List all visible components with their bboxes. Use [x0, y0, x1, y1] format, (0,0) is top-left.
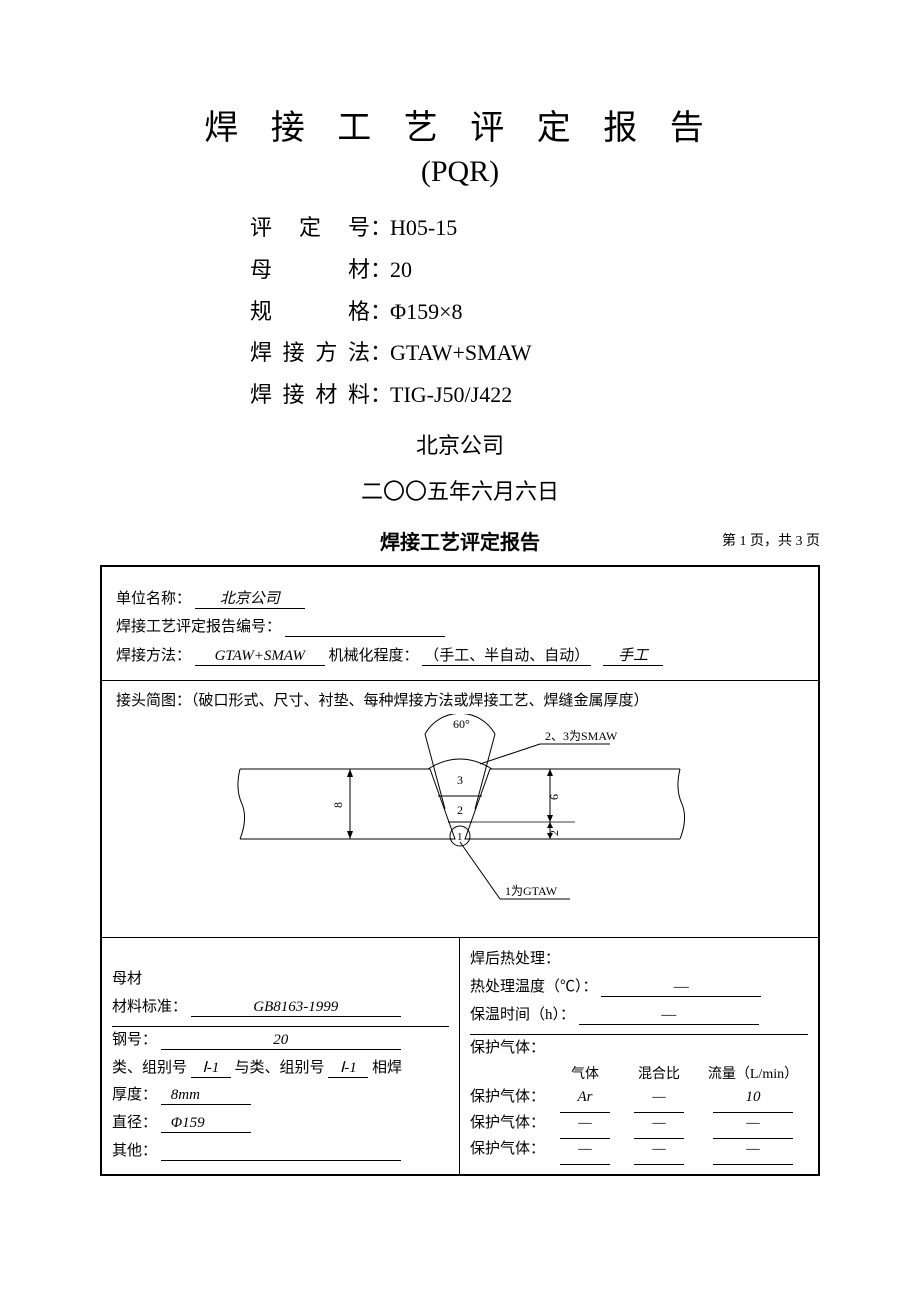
- dim-left: 8: [331, 802, 345, 808]
- other-value: [161, 1142, 401, 1161]
- class-val2: Ⅰ-1: [328, 1059, 368, 1078]
- right-column: 焊后热处理： 热处理温度（℃）： — 保温时间（h）： — 保护气体： 保护气体…: [460, 938, 818, 1173]
- gas2-flow: —: [713, 1110, 793, 1139]
- gas-row2-label: 保护气体：: [470, 1110, 546, 1136]
- angle-label: 60°: [453, 717, 470, 731]
- gas-head-flow: 流量（L/min）: [698, 1062, 808, 1084]
- pass-3: 3: [457, 773, 463, 787]
- info-block: 单位名称： 北京公司 焊接工艺评定报告编号： 焊接方法： GTAW+SMAW 机…: [102, 567, 818, 682]
- pass-2: 2: [457, 803, 463, 817]
- gas-head-mix: 混合比: [624, 1062, 694, 1084]
- grade-value: 20: [161, 1031, 401, 1050]
- bm-title: 母材: [112, 966, 449, 994]
- gas3-gas: —: [560, 1136, 610, 1165]
- title-sub: (PQR): [100, 155, 820, 189]
- class-val1: Ⅰ-1: [191, 1059, 231, 1078]
- gas3-mix: —: [634, 1136, 684, 1165]
- class-mid: 与类、组别号: [235, 1060, 325, 1076]
- report-date: 二〇〇五年六月六日: [100, 474, 820, 506]
- main-table: 单位名称： 北京公司 焊接工艺评定报告编号： 焊接方法： GTAW+SMAW 机…: [100, 565, 820, 1176]
- dim-r2: 6: [547, 794, 561, 800]
- thick-value: 8mm: [161, 1086, 251, 1105]
- gas-title: 保护气体：: [470, 1035, 808, 1063]
- joint-diagram: 60° 2、3为SMAW 3 2 1: [180, 714, 740, 924]
- company-name: 北京公司: [100, 428, 820, 460]
- gas-row1-label: 保护气体：: [470, 1084, 546, 1110]
- dim-r1: 2: [547, 830, 561, 836]
- hold-label: 保温时间（h）：: [470, 1007, 575, 1023]
- grade-label: 钢号：: [112, 1032, 157, 1048]
- diagram-block: 接头简图：（破口形式、尺寸、衬垫、每种焊接方法或焊接工艺、焊缝金属厚度） 60°…: [102, 681, 818, 938]
- weld-method-label: 焊接方法：: [116, 648, 191, 664]
- mech-hint: （手工、半自动、自动）: [422, 647, 591, 666]
- dia-value: Φ159: [161, 1114, 251, 1133]
- mech-label: 机械化程度：: [329, 648, 419, 664]
- header-block: 评 定 号 ： H05-15 母 材 ： 20 规 格 ： Φ159×8 焊接方…: [250, 207, 670, 416]
- base-metal-label: 母 材: [250, 249, 370, 291]
- spec-value: Φ159×8: [390, 291, 463, 333]
- section-title: 焊接工艺评定报告 第 1 页，共 3 页: [100, 526, 820, 555]
- gas1-flow: 10: [713, 1084, 793, 1113]
- gas-row3-label: 保护气体：: [470, 1136, 546, 1162]
- diagram-caption: 接头简图：（破口形式、尺寸、衬垫、每种焊接方法或焊接工艺、焊缝金属厚度）: [116, 689, 804, 710]
- material-label: 焊接材料: [250, 374, 370, 416]
- title-main: 焊 接 工 艺 评 定 报 告: [100, 100, 820, 149]
- page-info: 第 1 页，共 3 页: [722, 530, 820, 550]
- dia-label: 直径：: [112, 1115, 157, 1131]
- org-label: 单位名称：: [116, 591, 191, 607]
- temp-value: —: [601, 978, 761, 997]
- pwht-title: 焊后热处理：: [470, 946, 808, 974]
- org-value: 北京公司: [195, 590, 305, 609]
- class-post: 相焊: [372, 1060, 402, 1076]
- pass-1: 1: [457, 831, 463, 843]
- eval-no-label: 评 定 号: [250, 207, 370, 249]
- thick-label: 厚度：: [112, 1087, 157, 1103]
- gas1-gas: Ar: [560, 1084, 610, 1113]
- other-label: 其他：: [112, 1143, 157, 1159]
- eval-no-value: H05-15: [390, 207, 457, 249]
- temp-label: 热处理温度（℃）：: [470, 979, 598, 995]
- gas1-mix: —: [634, 1084, 684, 1113]
- weld-method-value: GTAW+SMAW: [195, 647, 325, 666]
- gas2-mix: —: [634, 1110, 684, 1139]
- gas3-flow: —: [713, 1136, 793, 1165]
- spec-label: 规 格: [250, 291, 370, 333]
- std-value: GB8163-1999: [191, 998, 401, 1017]
- gas-head-gas: 气体: [550, 1062, 620, 1084]
- material-value: TIG-J50/J422: [390, 374, 512, 416]
- class-pre: 类、组别号: [112, 1060, 187, 1076]
- mech-value: 手工: [603, 647, 663, 666]
- report-no-value: [285, 618, 445, 637]
- gas-table: 保护气体： 保护气体： 保护气体： 气体 Ar — — 混合比 — — —: [470, 1062, 808, 1162]
- report-no-label: 焊接工艺评定报告编号：: [116, 619, 281, 635]
- details-block: 母材 材料标准： GB8163-1999 钢号： 20 类、组别号 Ⅰ-1 与类…: [102, 938, 818, 1173]
- gas2-gas: —: [560, 1110, 610, 1139]
- note-lower: 1为GTAW: [505, 884, 558, 898]
- hold-value: —: [579, 1006, 759, 1025]
- base-metal-value: 20: [390, 249, 412, 291]
- note-upper: 2、3为SMAW: [545, 729, 618, 743]
- std-label: 材料标准：: [112, 999, 187, 1015]
- base-metal-column: 母材 材料标准： GB8163-1999 钢号： 20 类、组别号 Ⅰ-1 与类…: [102, 938, 460, 1173]
- method-value: GTAW+SMAW: [390, 332, 532, 374]
- method-label: 焊接方法: [250, 332, 370, 374]
